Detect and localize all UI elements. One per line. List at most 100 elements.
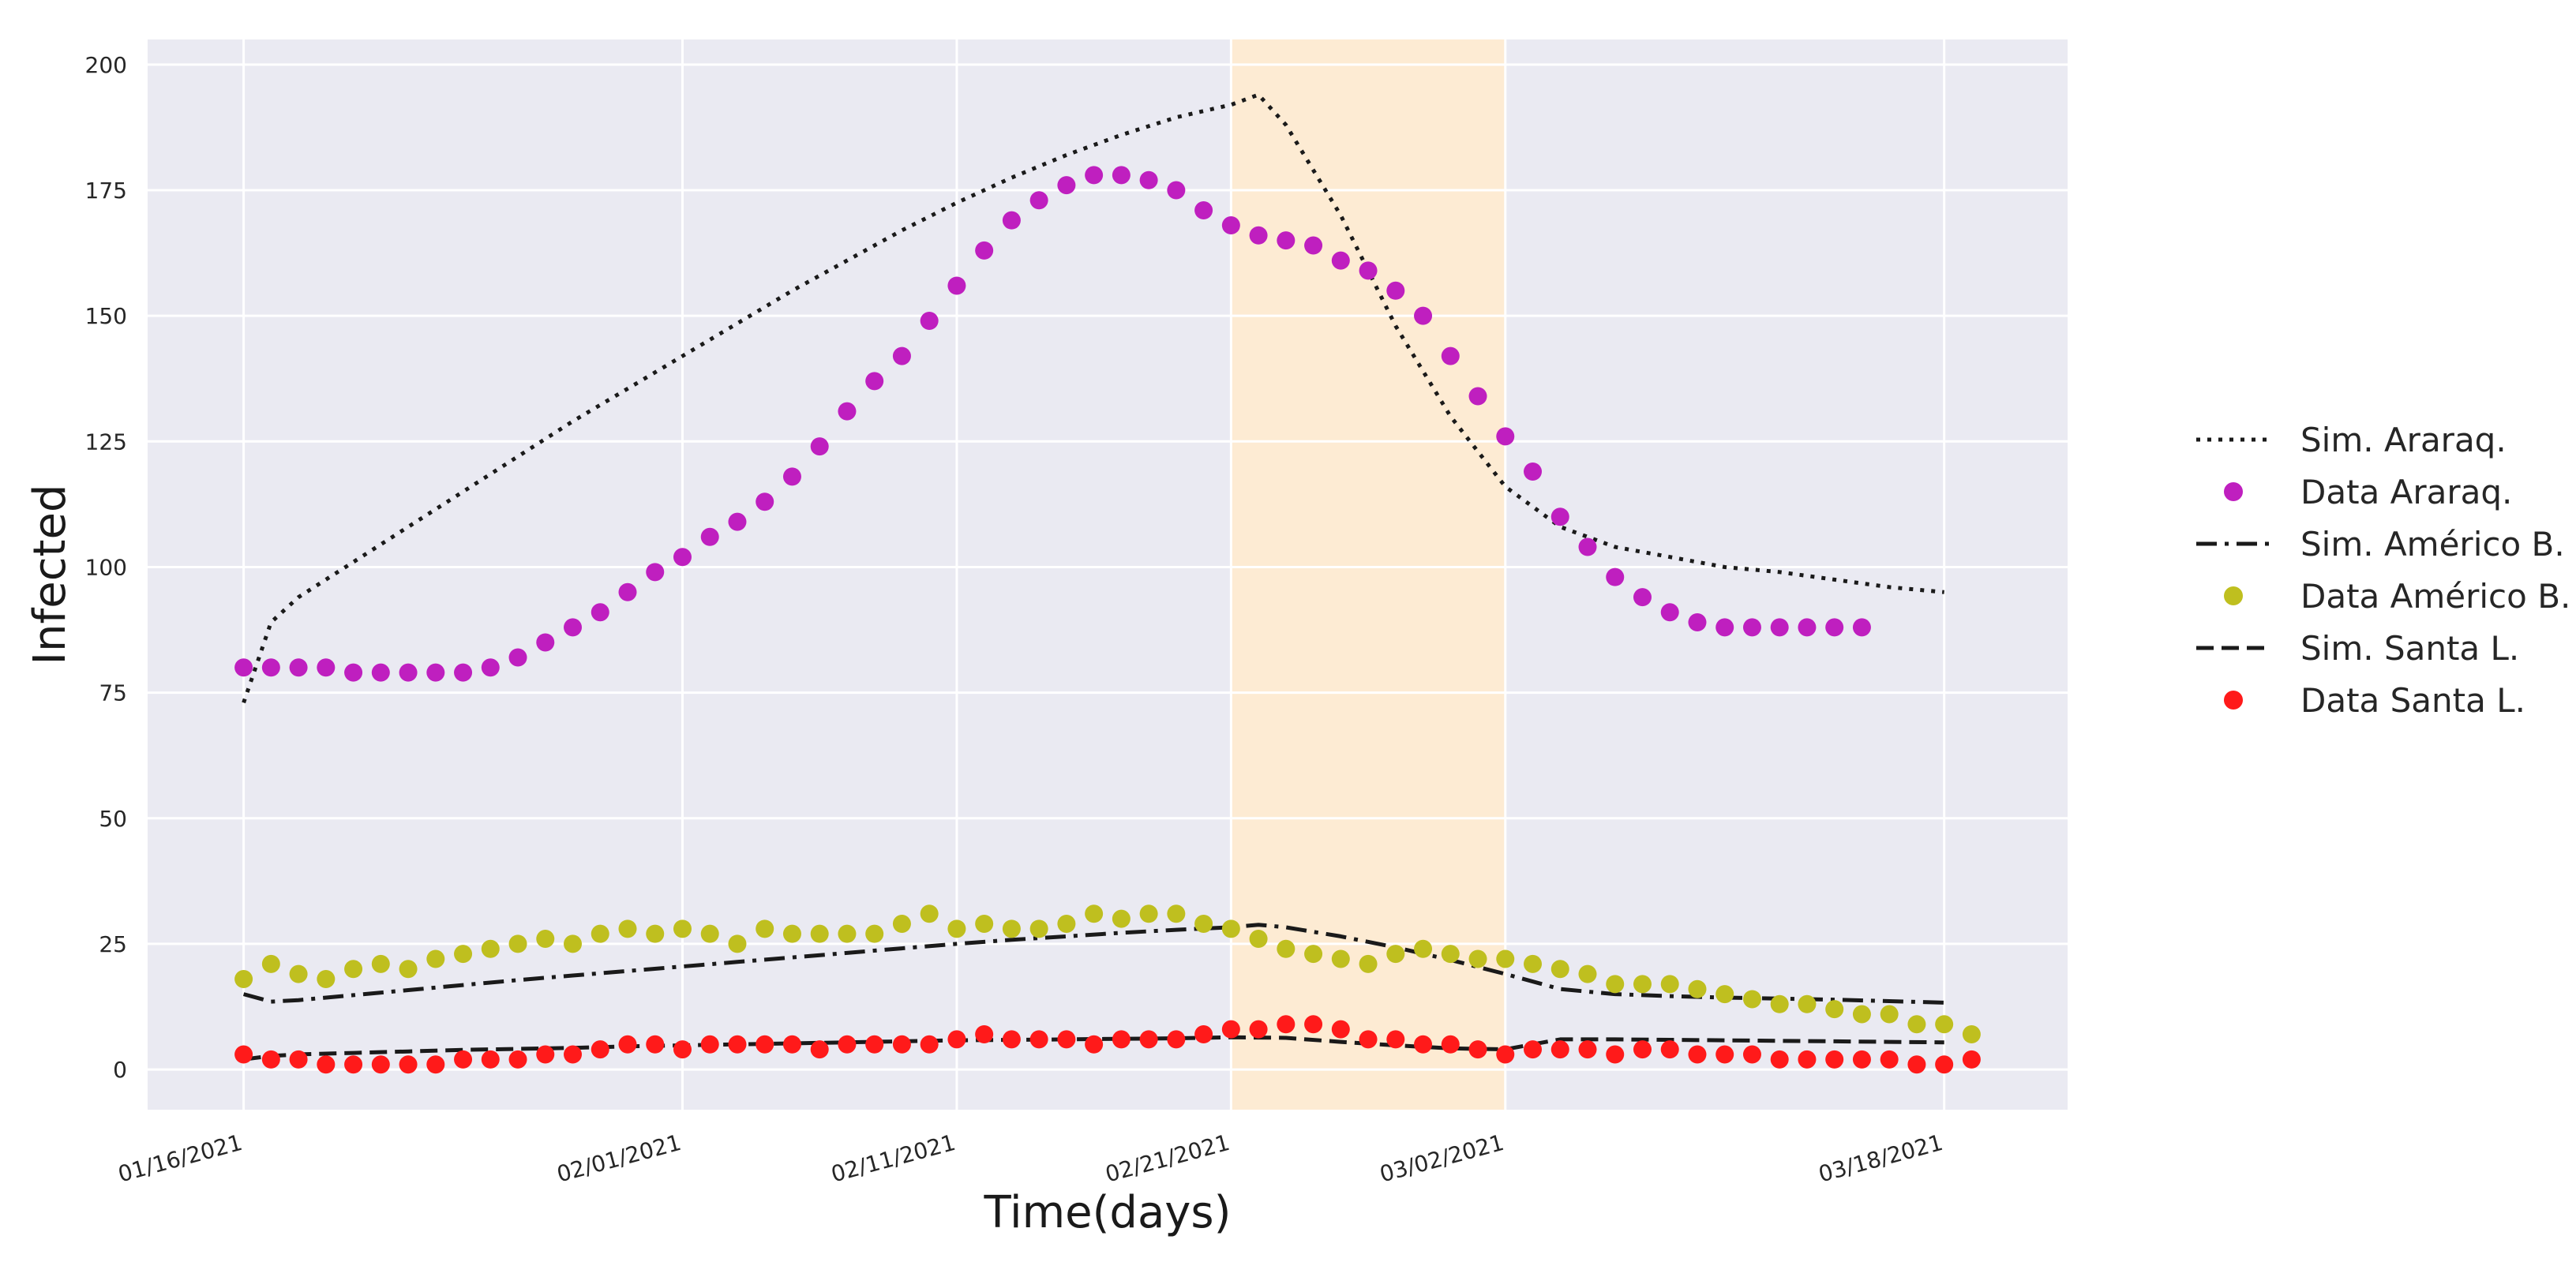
series-5-point (1221, 1020, 1240, 1039)
series-1-point (1468, 387, 1487, 406)
series-1-point (1441, 346, 1460, 365)
series-5-point (728, 1035, 747, 1054)
series-5-point (399, 1055, 418, 1074)
series-1-point (234, 658, 253, 677)
series-5-point (454, 1050, 473, 1069)
series-3-point (865, 924, 884, 943)
series-3-point (1742, 990, 1761, 1009)
series-5-point (481, 1050, 500, 1069)
series-3-point (1550, 960, 1569, 979)
series-3-point (1633, 975, 1652, 994)
series-3-point (1441, 945, 1460, 964)
series-5-point (1386, 1030, 1405, 1049)
series-1-point (289, 658, 308, 677)
series-5-point (1359, 1030, 1378, 1049)
legend-label: Data Américo B. (2300, 577, 2570, 616)
series-3-point (317, 969, 336, 988)
series-3-point (756, 919, 774, 938)
series-5-point (1606, 1045, 1625, 1064)
series-3-point (838, 924, 857, 943)
x-tick-label: 01/16/2021 (115, 1129, 245, 1188)
series-5-point (947, 1030, 966, 1049)
series-1-point (1057, 176, 1076, 195)
series-3-point (1194, 914, 1213, 933)
series-3-point (1606, 975, 1625, 994)
series-1-point (1688, 612, 1707, 631)
series-5-point (371, 1055, 390, 1074)
series-3-point (920, 904, 939, 923)
series-3-point (700, 924, 719, 943)
y-tick-label: 50 (99, 806, 127, 832)
legend-point-marker (2224, 482, 2243, 501)
series-3-point (1524, 954, 1543, 973)
series-3-point (1386, 945, 1405, 964)
series-2-line (242, 923, 1944, 1005)
series-5-point (782, 1035, 801, 1054)
series-1-point (1277, 231, 1295, 250)
highlight-span (1231, 39, 1505, 1110)
series-1-point (564, 618, 583, 637)
series-5-point (1770, 1050, 1789, 1069)
y-tick-label: 25 (99, 931, 127, 957)
series-1-point (1085, 166, 1104, 185)
series-1-point (1221, 216, 1240, 235)
series-1-point (1304, 236, 1323, 255)
x-axis-title: Time(days) (984, 1187, 1232, 1238)
series-5-point (1880, 1050, 1899, 1069)
series-1-point (865, 372, 884, 391)
series-1-point (838, 402, 857, 421)
series-3-point (371, 954, 390, 973)
x-tick-label: 02/01/2021 (554, 1129, 684, 1188)
legend-point-marker (2224, 691, 2243, 710)
series-5-point (1249, 1020, 1268, 1039)
series-3-point (234, 969, 253, 988)
series-1-point (317, 658, 336, 677)
x-tick-label: 02/11/2021 (828, 1129, 958, 1188)
highlight-layer (1231, 39, 1505, 1110)
series-5-point (1660, 1040, 1679, 1059)
series-3-point (1359, 954, 1378, 973)
series-5-point (1578, 1040, 1597, 1059)
legend-point-marker (2224, 586, 2243, 605)
series-1-point (673, 548, 692, 567)
x-tick-label: 03/18/2021 (1816, 1129, 1945, 1188)
series-5-point (564, 1045, 583, 1064)
series-5-point (1524, 1040, 1543, 1059)
y-tick-label: 150 (85, 303, 127, 329)
series-3-point (1798, 994, 1817, 1013)
series-1-point (1798, 618, 1817, 637)
series-3-point (892, 914, 911, 933)
series-5-point (1688, 1045, 1707, 1064)
series-3-point (782, 924, 801, 943)
series-5-point (1304, 1015, 1323, 1034)
series-3-point (646, 924, 665, 943)
series-1-point (1414, 306, 1433, 325)
series-3-point (1277, 939, 1295, 958)
series-3-point (564, 934, 583, 953)
series-3-point (1962, 1025, 1981, 1044)
y-tick-label: 75 (99, 680, 127, 706)
series-3-point (673, 919, 692, 938)
series-5-point (1550, 1040, 1569, 1059)
series-1-point (1359, 261, 1378, 280)
series-3-point (1825, 1000, 1844, 1019)
series-3-point (1221, 919, 1240, 938)
plot-background (148, 39, 2068, 1110)
series-3-point (1304, 945, 1323, 964)
series-3-point (1468, 949, 1487, 968)
series-5-point (261, 1050, 280, 1069)
series-1-point (1029, 191, 1048, 210)
series-5-point (618, 1035, 637, 1054)
series-3-point (1660, 975, 1679, 994)
series-5-point (1029, 1030, 1048, 1049)
series-1-point (1770, 618, 1789, 637)
series-1-point (1386, 281, 1405, 300)
series-1-point (1825, 618, 1844, 637)
series-3-point (1880, 1005, 1899, 1024)
series-1-point (700, 527, 719, 546)
series-1-point (1852, 618, 1871, 637)
series-5-point (591, 1040, 609, 1059)
series-5-point (1742, 1045, 1761, 1064)
series-1-point (1496, 427, 1515, 446)
